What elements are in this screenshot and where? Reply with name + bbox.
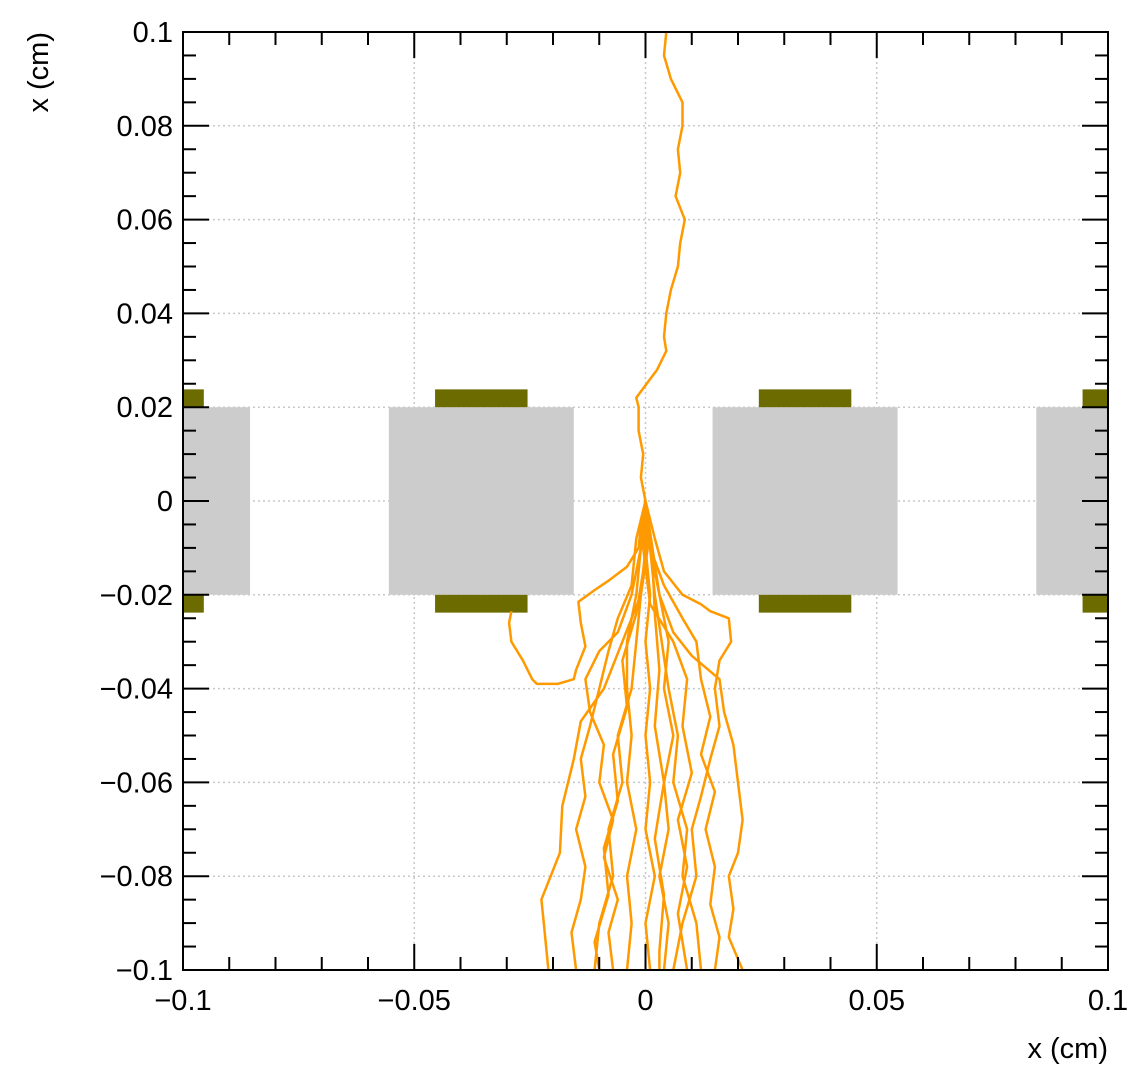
axis-ticks [182, 31, 1109, 971]
electrode [435, 389, 528, 408]
drift-track [593, 501, 647, 971]
x-tick-label: −0.1 [154, 985, 211, 1017]
drift-track [570, 500, 647, 971]
y-tick-label: 0.06 [117, 205, 173, 237]
drift-track [584, 500, 647, 971]
y-tick-label: −0.1 [116, 955, 173, 987]
drift-track [635, 31, 687, 502]
electrode [1082, 594, 1108, 613]
y-tick-labels: −0.1 −0.08 −0.06 −0.04 −0.02 0 0.02 0.04 0.06 0.0… [100, 17, 173, 987]
y-tick-label: −0.04 [100, 674, 173, 706]
drift-track [507, 500, 647, 686]
drift-track [644, 500, 721, 971]
drift-track [644, 500, 733, 971]
y-tick-label: −0.08 [100, 861, 173, 893]
drift-track [641, 500, 694, 971]
x-tick-label: 0 [637, 985, 653, 1017]
y-tick-label: 0.1 [133, 17, 173, 49]
x-tick-label: 0.05 [849, 985, 905, 1017]
y-tick-label: 0.02 [117, 392, 173, 424]
y-axis-label: x (cm) [23, 32, 55, 113]
x-axis-label: x (cm) [1027, 1033, 1108, 1065]
x-tick-label: −0.05 [378, 985, 451, 1017]
electrode [183, 594, 204, 613]
y-tick-label: 0 [157, 486, 173, 518]
drift-track [625, 500, 647, 971]
x-tick-labels: −0.1 −0.05 0 0.05 0.1 [154, 985, 1128, 1017]
electrode [758, 594, 852, 613]
electrode [183, 389, 204, 408]
electrodes [183, 389, 1108, 613]
drift-track [644, 501, 657, 971]
dielectric-regions [183, 407, 1108, 595]
y-tick-label: 0.04 [117, 298, 173, 330]
dielectric-region [712, 407, 898, 595]
drift-track [644, 500, 666, 970]
y-tick-label: −0.06 [100, 767, 173, 799]
drift-track [644, 500, 744, 971]
y-tick-label: 0.08 [117, 111, 173, 143]
dielectric-region [388, 407, 574, 595]
electrode [1082, 389, 1108, 408]
electrode [758, 389, 852, 408]
x-tick-label: 0.1 [1088, 985, 1128, 1017]
grid-lines [182, 31, 1109, 971]
drift-tracks [507, 31, 744, 971]
y-tick-label: −0.02 [100, 580, 173, 612]
electrode [435, 594, 528, 613]
